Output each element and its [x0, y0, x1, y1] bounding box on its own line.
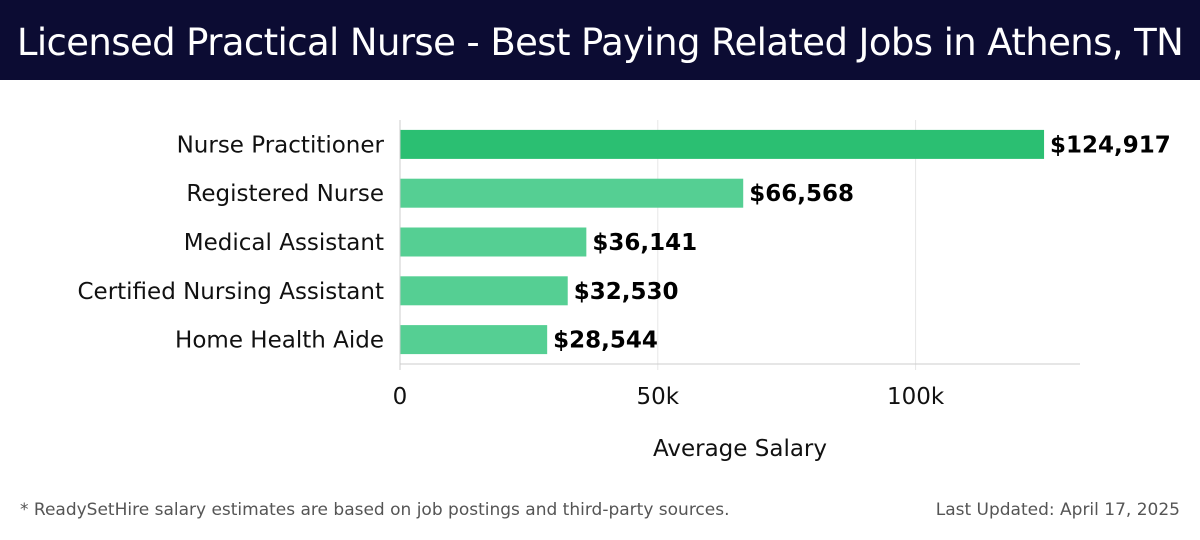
- value-label-1: $66,568: [749, 181, 854, 207]
- bar-0: [400, 129, 1045, 159]
- bar-1: [400, 178, 744, 208]
- category-label-3: Certified Nursing Assistant: [77, 279, 384, 305]
- header-banner: Licensed Practical Nurse - Best Paying R…: [0, 0, 1200, 80]
- bar-4: [400, 325, 548, 355]
- x-axis-label: Average Salary: [653, 436, 827, 462]
- grid-lines: [657, 120, 917, 370]
- value-label-0: $124,917: [1050, 132, 1171, 158]
- axes: 0 50k 100k Nurse Practitioner Registered Nur…: [77, 120, 1080, 410]
- bars: $124,917 $66,568 $36,141 $32,530 $28,544: [400, 129, 1171, 355]
- category-label-4: Home Health Aide: [175, 328, 384, 354]
- footnote: * ReadySetHire salary estimates are base…: [20, 500, 730, 520]
- x-tick-label-1: 50k: [636, 384, 679, 410]
- bar-2: [400, 227, 587, 257]
- value-label-2: $36,141: [592, 230, 697, 256]
- value-label-4: $28,544: [553, 328, 658, 354]
- category-label-0: Nurse Practitioner: [177, 132, 385, 158]
- bar-3: [400, 276, 568, 306]
- last-updated: Last Updated: April 17, 2025: [935, 500, 1180, 520]
- x-tick-label-0: 0: [393, 384, 408, 410]
- category-label-2: Medical Assistant: [184, 230, 384, 256]
- category-label-1: Registered Nurse: [186, 181, 384, 207]
- value-label-3: $32,530: [574, 279, 679, 305]
- x-tick-label-2: 100k: [887, 384, 945, 410]
- chart-title: Licensed Practical Nurse - Best Paying R…: [16, 21, 1184, 64]
